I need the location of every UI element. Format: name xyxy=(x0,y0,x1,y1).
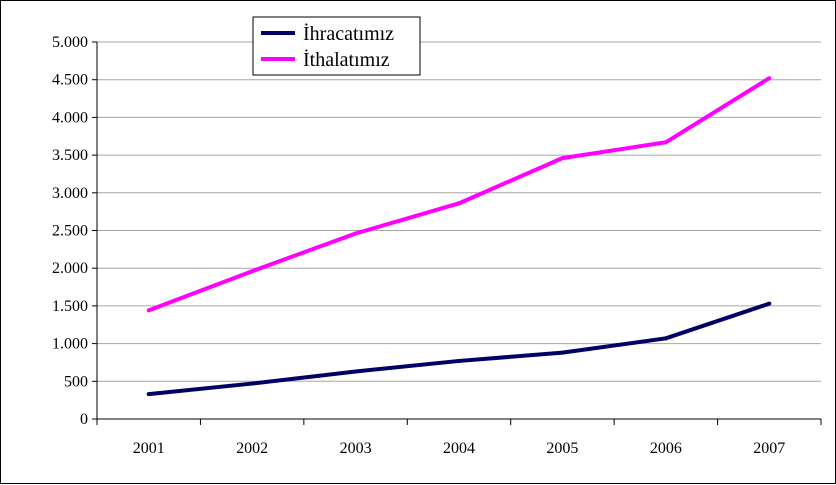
legend-label-1: İthalatımız xyxy=(303,48,390,71)
y-axis-ticks: 0 500 1.000 1.500 2.000 2.500 3.000 3.500 4.000 4… xyxy=(52,34,97,428)
data-point-s0-0 xyxy=(146,392,151,397)
y-tick-label: 4.000 xyxy=(52,109,88,126)
data-point-s1-1 xyxy=(250,269,255,274)
x-tick-label: 2002 xyxy=(236,440,268,457)
data-point-s0-6 xyxy=(767,301,772,306)
data-point-s0-4 xyxy=(560,350,565,355)
data-point-s0-2 xyxy=(353,369,358,374)
series-line-0 xyxy=(148,301,770,397)
legend-box xyxy=(252,16,421,76)
data-point-s1-4 xyxy=(560,156,565,161)
data-point-s0-3 xyxy=(457,358,461,363)
y-tick-label: 3.500 xyxy=(52,147,88,164)
x-tick-label: 2004 xyxy=(443,440,475,457)
x-tick-label: 2007 xyxy=(753,440,785,457)
data-point-s0-1 xyxy=(250,381,255,386)
data-point-s1-6 xyxy=(767,76,772,81)
x-tick-label: 2006 xyxy=(650,440,682,457)
legend: İhracatımız İthalatımız xyxy=(252,16,421,76)
data-point-s1-3 xyxy=(457,201,461,206)
x-tick-label: 2003 xyxy=(340,440,372,457)
x-axis-ticks: 2001 2002 2003 2004 2005 2006 2007 xyxy=(96,419,822,457)
data-point-s1-5 xyxy=(663,140,668,145)
y-tick-label: 5.000 xyxy=(52,34,88,51)
x-tick-label: 2001 xyxy=(133,440,165,457)
grid-lines xyxy=(97,41,821,382)
data-point-s1-0 xyxy=(146,308,151,313)
x-tick-label: 2005 xyxy=(546,440,578,457)
y-tick-label: 2.500 xyxy=(52,223,88,240)
y-tick-label: 0 xyxy=(80,411,88,428)
y-tick-label: 4.500 xyxy=(52,72,88,89)
y-tick-label: 1.500 xyxy=(52,298,88,315)
y-tick-label: 3.000 xyxy=(52,185,88,202)
y-tick-label: 500 xyxy=(64,373,88,390)
data-point-s1-2 xyxy=(353,231,358,236)
y-tick-label: 1.000 xyxy=(52,336,88,353)
y-tick-label: 2.000 xyxy=(52,260,88,277)
data-point-s0-5 xyxy=(663,336,668,341)
series-line-1 xyxy=(148,76,771,313)
series-lines xyxy=(146,76,772,397)
legend-label-0: İhracatımız xyxy=(303,22,394,45)
